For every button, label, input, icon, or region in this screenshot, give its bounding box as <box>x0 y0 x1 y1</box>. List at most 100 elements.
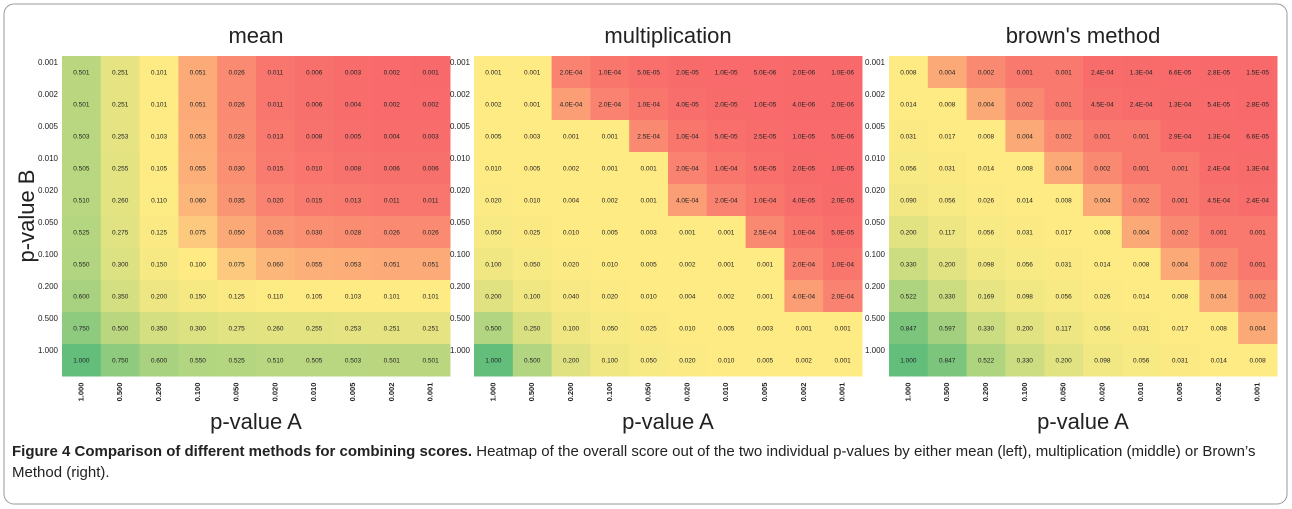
cell-label: 1.3E-04 <box>1169 102 1192 109</box>
x-tick-label: 0.050 <box>1059 383 1068 402</box>
heatmap-cell <box>1044 344 1084 377</box>
heatmap-cell <box>590 88 630 121</box>
heatmap-cell <box>745 120 785 153</box>
heatmap-cell <box>294 280 335 313</box>
cell-label: 2.0E-04 <box>831 294 854 301</box>
heatmap-cell <box>668 280 708 313</box>
cell-label: 0.001 <box>602 134 619 141</box>
cell-label: 0.275 <box>112 230 129 237</box>
heatmap-cell <box>256 280 296 313</box>
heatmap-cell <box>294 248 335 281</box>
cell-label: 0.010 <box>679 326 696 333</box>
y-tick-label: 0.002 <box>450 90 471 99</box>
heatmap-cell <box>333 344 373 377</box>
heatmap-cell <box>256 120 296 153</box>
heatmap-cell <box>1199 184 1239 217</box>
heatmap-cell <box>889 248 929 281</box>
cell-label: 0.002 <box>384 102 401 109</box>
heatmap-cell <box>217 152 257 185</box>
heatmap-cell <box>178 312 218 345</box>
heatmap-cell <box>784 56 824 89</box>
heatmap-cell <box>629 280 669 313</box>
cell-label: 0.750 <box>73 326 90 333</box>
cell-label: 0.031 <box>1017 230 1034 237</box>
heatmap-cell <box>1121 344 1162 377</box>
heatmap-cell <box>745 248 785 281</box>
cell-label: 0.035 <box>267 230 284 237</box>
cell-label: 0.300 <box>112 262 129 269</box>
cell-label: 0.002 <box>978 70 995 77</box>
cell-label: 0.522 <box>978 358 995 365</box>
heatmap-cell <box>1083 280 1123 313</box>
heatmap-cell <box>256 248 296 281</box>
cell-label: 0.200 <box>900 230 917 237</box>
heatmap-cell <box>100 312 141 345</box>
heatmap-cell <box>1044 248 1084 281</box>
heatmap-cell <box>333 56 373 89</box>
y-tick-label: 0.200 <box>38 282 59 291</box>
cell-label: 0.008 <box>306 134 323 141</box>
heatmap-cell <box>294 56 335 89</box>
heatmap-cell <box>590 312 630 345</box>
heatmap-cell <box>1199 120 1239 153</box>
heatmap-cell <box>590 56 630 89</box>
cell-label: 0.251 <box>112 102 129 109</box>
heatmap-cell <box>294 184 335 217</box>
y-tick-label: 0.050 <box>865 218 886 227</box>
heatmap-cell <box>1121 56 1162 89</box>
cell-label: 0.004 <box>939 70 956 77</box>
heatmap-cell <box>1238 184 1278 217</box>
heatmap-cell <box>372 312 412 345</box>
cell-label: 0.004 <box>1017 134 1034 141</box>
cell-label: 0.275 <box>228 326 245 333</box>
cell-label: 2.5E-05 <box>754 134 777 141</box>
heatmap-cell <box>889 88 929 121</box>
cell-label: 0.100 <box>190 262 207 269</box>
cell-label: 0.125 <box>228 294 245 301</box>
heatmap-cell <box>1160 56 1200 89</box>
heatmap-cell <box>294 152 335 185</box>
cell-label: 0.050 <box>485 230 502 237</box>
heatmap-cell <box>1083 312 1123 345</box>
heatmap-cell <box>256 184 296 217</box>
cell-label: 0.004 <box>1211 294 1228 301</box>
cell-label: 1.5E-05 <box>1246 70 1269 77</box>
cell-label: 0.002 <box>1172 230 1189 237</box>
cell-label: 0.501 <box>73 70 90 77</box>
heatmap-cell <box>889 280 929 313</box>
cell-label: 0.028 <box>345 230 362 237</box>
cell-label: 0.056 <box>939 198 956 205</box>
cell-label: 0.001 <box>1249 230 1266 237</box>
heatmap-cell <box>629 120 669 153</box>
heatmap-cell <box>333 88 373 121</box>
cell-label: 0.150 <box>190 294 207 301</box>
cell-label: 0.251 <box>384 326 401 333</box>
heatmap-cell <box>217 280 257 313</box>
cell-label: 0.030 <box>306 230 323 237</box>
cell-label: 0.010 <box>718 358 735 365</box>
heatmap-cell <box>217 184 257 217</box>
cell-label: 5.0E-05 <box>831 230 854 237</box>
cell-label: 0.014 <box>900 102 917 109</box>
cell-label: 0.002 <box>1055 134 1072 141</box>
heatmap-cell <box>1005 216 1045 249</box>
cell-label: 0.075 <box>228 262 245 269</box>
heatmap-cell <box>823 120 863 153</box>
cell-label: 0.169 <box>978 294 995 301</box>
heatmap-cell <box>784 152 824 185</box>
heatmap-cell <box>745 184 785 217</box>
heatmap-cell <box>333 248 373 281</box>
cell-label: 0.847 <box>900 326 917 333</box>
y-tick-label: 0.500 <box>450 314 471 323</box>
cell-label: 1.000 <box>485 358 502 365</box>
caption: Figure 4 Comparison of different methods… <box>12 441 1274 483</box>
heatmap-cell <box>372 120 412 153</box>
heatmap-cell <box>1160 312 1200 345</box>
cell-label: 0.001 <box>563 134 580 141</box>
heatmap-cell <box>966 216 1006 249</box>
y-tick-label: 0.005 <box>450 122 471 131</box>
cell-label: 0.004 <box>978 102 995 109</box>
heatmap-cell <box>512 56 553 89</box>
heatmap-cell <box>1044 56 1084 89</box>
heatmap-cell <box>966 88 1006 121</box>
